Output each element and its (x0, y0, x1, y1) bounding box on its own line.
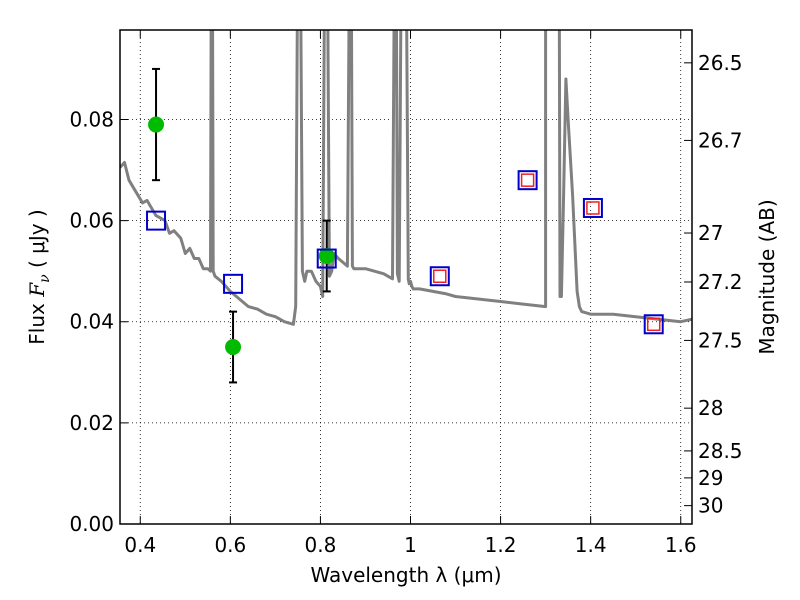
y-tick-label: 0.04 (69, 310, 114, 334)
y2-axis-title: Magnitude (AB) (755, 199, 779, 354)
x-tick-label: 1.4 (575, 533, 607, 557)
model-band-square (517, 170, 538, 191)
model-band-square (643, 314, 664, 335)
observed-point (148, 116, 165, 133)
model-band-square (223, 273, 244, 294)
model-band-square (429, 266, 450, 287)
x-tick-label: 1.2 (485, 533, 517, 557)
y2-tick-label: 27 (698, 221, 723, 245)
y2-tick-label: 26.5 (698, 51, 743, 75)
y2-tick-label: 30 (698, 494, 723, 518)
y2-tick-label: 29 (698, 466, 723, 490)
y2-tick-label: 27.5 (698, 328, 743, 352)
y-axis-title-unit: ( μJy ) (25, 209, 49, 274)
tick-marks (120, 30, 692, 525)
model-band-square (316, 248, 337, 269)
model-sed-line (120, 30, 692, 326)
data-layer (120, 30, 692, 384)
tick-labels: 0.4 0.6 0.8 1 1.2 1.4 1.6 0.00 0.02 0.04 0.06 0.08 2… (69, 51, 742, 557)
observed-band-square (520, 173, 535, 187)
y-tick-label: 0.06 (69, 209, 114, 233)
y-axis-title-symbol: F (25, 282, 49, 298)
plot-frame (119, 29, 693, 525)
y-tick-label: 0.02 (69, 411, 114, 435)
y2-tick-label: 26.7 (698, 128, 743, 152)
observed-point (318, 248, 335, 265)
y-axis-title-subscript: ν (37, 274, 53, 283)
y-tick-label: 0.08 (69, 107, 114, 131)
y2-tick-label: 28.5 (698, 439, 743, 463)
observed-band-square (433, 269, 447, 283)
y-axis-title: Flux Fν ( μJy ) (25, 209, 53, 344)
model-band-square (146, 210, 167, 231)
y-axis-title-part: Flux (25, 297, 49, 345)
x-tick-label: 0.8 (305, 533, 337, 557)
y2-tick-label: 27.2 (698, 270, 743, 294)
observed-point (225, 339, 242, 356)
model-band-square (582, 197, 603, 218)
x-tick-label: 0.4 (124, 533, 156, 557)
y2-tick-label: 28 (698, 396, 723, 420)
x-tick-label: 1.6 (665, 533, 697, 557)
x-axis-title: Wavelength λ (μm) (310, 563, 501, 587)
x-tick-label: 0.6 (214, 533, 246, 557)
y-tick-label: 0.00 (69, 512, 114, 536)
x-tick-label: 1 (404, 533, 417, 557)
observed-band-square (586, 201, 600, 215)
observed-band-square (646, 317, 661, 332)
